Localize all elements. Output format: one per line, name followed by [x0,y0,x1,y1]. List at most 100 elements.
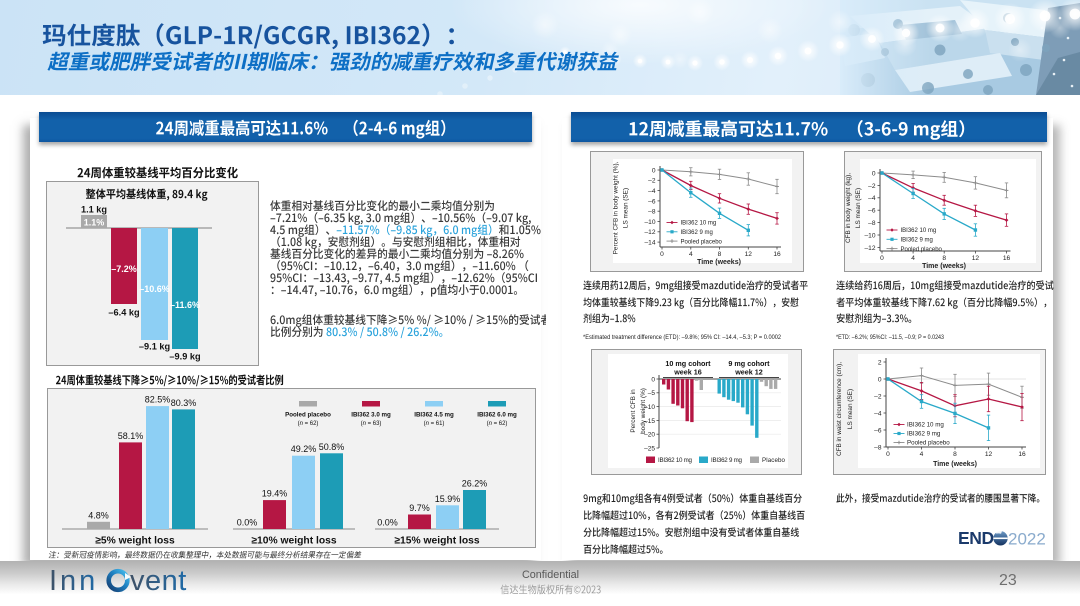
svg-text:8: 8 [718,251,722,258]
svg-text:12: 12 [985,451,993,458]
svg-text:LS mean (SE): LS mean (SE) [855,188,862,228]
svg-text:(n = 61): (n = 61) [424,421,445,427]
svg-text:Placebo: Placebo [762,457,786,464]
svg-text:–14: –14 [644,240,655,247]
svg-text:19.4%: 19.4% [262,489,288,499]
svg-text:Percent CFB in body weight (%): Percent CFB in body weight (%), [613,161,620,254]
svg-text:9.7%: 9.7% [409,503,430,513]
svg-text:IBI362 4.5 mg: IBI362 4.5 mg [414,412,454,419]
svg-text:–9.1 kg: –9.1 kg [139,342,170,352]
svg-text:IBI362 9 mg: IBI362 9 mg [907,431,941,438]
svg-text:–8: –8 [874,444,882,451]
svg-text:–10: –10 [864,232,875,239]
svg-text:–12: –12 [864,245,875,252]
svg-text:Pooled placebo: Pooled placebo [681,239,723,245]
svg-text:Percent CFB in: Percent CFB in [630,389,637,433]
svg-text:(n = 62): (n = 62) [298,421,319,427]
svg-text:IBI362 10 mg: IBI362 10 mg [658,457,693,464]
svg-text:0: 0 [651,376,655,383]
svg-text:Pooled placebo: Pooled placebo [907,440,950,447]
svg-text:≥5% weight loss: ≥5% weight loss [95,536,175,547]
svg-text:–4: –4 [648,188,656,195]
svg-text:–11.6%: –11.6% [170,300,200,310]
svg-text:≥10% weight loss: ≥10% weight loss [251,536,336,547]
svg-text:0: 0 [660,251,664,258]
svg-text:week 12: week 12 [734,368,763,377]
svg-text:(n = 62): (n = 62) [487,421,508,427]
svg-text:12: 12 [972,255,980,262]
svg-text:–9.9 kg: –9.9 kg [169,352,200,362]
svg-text:0: 0 [878,376,882,383]
svg-text:Inn: Inn [49,565,98,597]
svg-text:2022: 2022 [1008,530,1046,549]
svg-text:–2: –2 [868,183,876,190]
svg-text:0.0%: 0.0% [377,518,398,528]
svg-text:0.0%: 0.0% [237,518,258,528]
svg-text:50.8%: 50.8% [319,442,345,452]
svg-text:9 mg cohort: 9 mg cohort [728,359,770,368]
svg-text:4: 4 [689,251,693,258]
svg-text:–6: –6 [868,208,876,215]
svg-text:Pooled placebo: Pooled placebo [901,247,943,253]
svg-text:–15: –15 [644,418,655,425]
svg-text:IBI362 10 mg: IBI362 10 mg [901,228,937,234]
svg-text:16: 16 [1003,255,1011,262]
svg-text:*Estimated treatment differenc: *Estimated treatment difference (ETD): –… [583,334,781,341]
svg-text:–4: –4 [874,410,882,417]
svg-text:–5: –5 [648,390,656,397]
svg-text:–8: –8 [648,209,656,216]
svg-text:–8: –8 [868,220,876,227]
svg-text:0: 0 [886,451,890,458]
svg-text:0: 0 [880,255,884,262]
svg-text:1.1 kg: 1.1 kg [81,205,107,215]
svg-text:–10: –10 [644,219,655,226]
svg-text:IBI362 10 mg: IBI362 10 mg [681,221,717,227]
svg-text:–2: –2 [874,393,882,400]
svg-text:IBI362 3.0 mg: IBI362 3.0 mg [351,412,391,419]
svg-text:week 16: week 16 [673,368,702,377]
svg-text:CFB in body weight (kg),: CFB in body weight (kg), [845,173,852,243]
svg-text:4: 4 [911,255,915,262]
svg-text:IBI362 6.0 mg: IBI362 6.0 mg [477,412,517,419]
svg-text:82.5%: 82.5% [145,395,171,405]
svg-text:–25: –25 [644,445,655,452]
svg-text:–6: –6 [648,198,656,205]
svg-text:CFB in waist circumference (cm: CFB in waist circumference (cm), [836,362,843,456]
svg-text:16: 16 [1018,451,1026,458]
svg-text:IBI362 9 mg: IBI362 9 mg [681,230,713,236]
svg-text:–6: –6 [874,427,882,434]
svg-text:10 mg cohort: 10 mg cohort [665,359,711,368]
svg-text:IBI362 9 mg: IBI362 9 mg [711,457,743,464]
svg-text:IBI362 9 mg: IBI362 9 mg [901,238,933,244]
svg-text:0: 0 [652,167,656,174]
svg-text:–10: –10 [644,404,655,411]
svg-text:END: END [958,528,994,548]
svg-text:16: 16 [773,251,781,258]
svg-text:12: 12 [745,251,753,258]
svg-text:–12: –12 [644,229,655,236]
svg-text:15.9%: 15.9% [435,494,461,504]
svg-text:Time (weeks): Time (weeks) [697,259,741,266]
svg-text:4.8%: 4.8% [88,510,109,520]
svg-text:*ETD: –6.2%; 95%CI: –11.5, –0.: *ETD: –6.2%; 95%CI: –11.5, –0.9; P = 0.0… [836,334,944,341]
svg-text:1.1%: 1.1% [84,218,105,228]
svg-text:body weight (%): body weight (%) [640,388,647,434]
svg-text:vent: vent [130,565,187,597]
svg-text:–2: –2 [648,178,656,185]
svg-text:Time (weeks): Time (weeks) [922,263,966,270]
svg-text:80.3%: 80.3% [171,398,197,408]
svg-text:0: 0 [872,170,876,177]
svg-text:2: 2 [878,359,882,366]
svg-text:–10.6%: –10.6% [139,284,170,294]
svg-text:≥15% weight loss: ≥15% weight loss [394,536,479,547]
svg-text:–20: –20 [644,432,655,439]
svg-text:4: 4 [920,451,924,458]
svg-text:LS mean (SE): LS mean (SE) [623,188,630,228]
svg-text:26.2%: 26.2% [462,479,488,489]
svg-text:(n = 63): (n = 63) [361,421,382,427]
svg-text:58.1%: 58.1% [118,431,144,441]
svg-text:LS mean (SE): LS mean (SE) [847,389,854,429]
svg-text:Time (weeks): Time (weeks) [933,461,977,468]
svg-text:8: 8 [942,255,946,262]
svg-text:8: 8 [953,451,957,458]
